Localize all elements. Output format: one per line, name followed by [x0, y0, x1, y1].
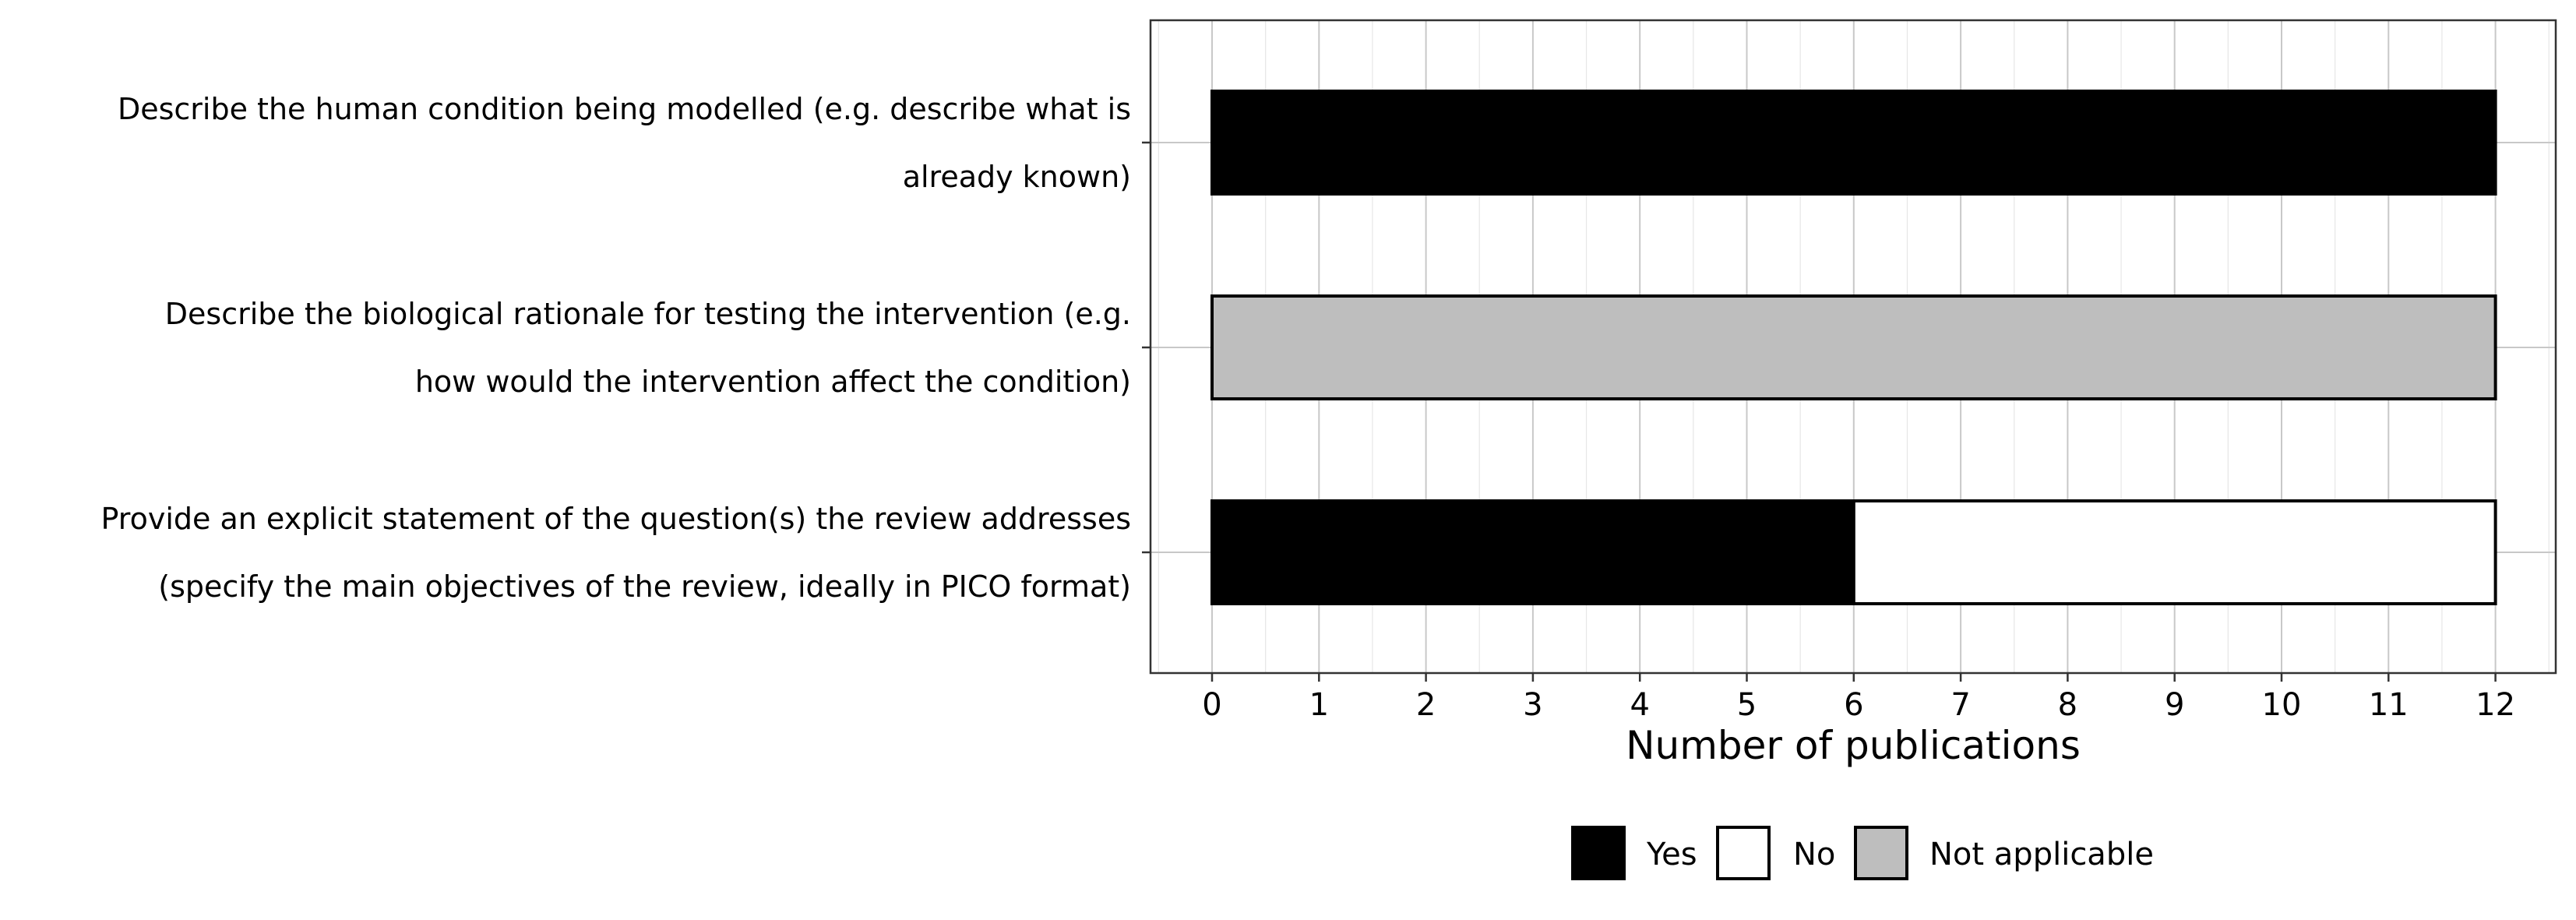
x-tick-label: 11	[2369, 687, 2409, 723]
legend-label: Not applicable	[1929, 837, 2154, 872]
x-tick-label: 6	[1844, 687, 1863, 723]
x-tick-label: 9	[2165, 687, 2184, 723]
category-label-line: (specify the main objectives of the revi…	[158, 569, 1131, 604]
x-tick-label: 10	[2262, 687, 2302, 723]
category-label-line: Describe the biological rationale for te…	[165, 297, 1131, 331]
x-tick-label: 5	[1737, 687, 1757, 723]
x-tick-label: 3	[1523, 687, 1542, 723]
legend-key-yes	[1571, 826, 1626, 880]
category-label-line: already known)	[903, 160, 1131, 194]
category-label-line: Describe the human condition being model…	[118, 92, 1131, 126]
category-label-line: Provide an explicit statement of the que…	[101, 502, 1131, 536]
x-axis: 0 1 2 3 4 5 6 7 8 9 10 11 12	[1202, 673, 2515, 723]
x-tick-label: 2	[1416, 687, 1436, 723]
bar-segment-no	[1852, 499, 2497, 605]
x-axis-title: Number of publications	[1626, 723, 2081, 768]
x-tick-label: 0	[1202, 687, 1221, 723]
x-tick-label: 7	[1951, 687, 1970, 723]
x-tick-label: 12	[2476, 687, 2515, 723]
bar-segment-yes	[1210, 90, 2497, 196]
legend-label: Yes	[1646, 837, 1697, 872]
x-tick-label: 4	[1630, 687, 1649, 723]
x-tick-label: 1	[1309, 687, 1329, 723]
x-tick-label: 8	[2058, 687, 2077, 723]
legend-label: No	[1793, 837, 1835, 872]
category-label-line: how would the intervention affect the co…	[415, 365, 1131, 399]
legend-key-not-applicable	[1854, 826, 1908, 880]
y-axis: Describe the human condition being model…	[101, 92, 1151, 604]
legend-key-no	[1716, 826, 1771, 880]
bar-segment-yes	[1210, 499, 1855, 605]
legend: Yes No Not applicable	[1571, 826, 2154, 880]
bar-segment-not-applicable	[1210, 294, 2497, 400]
bars	[1210, 90, 2497, 605]
